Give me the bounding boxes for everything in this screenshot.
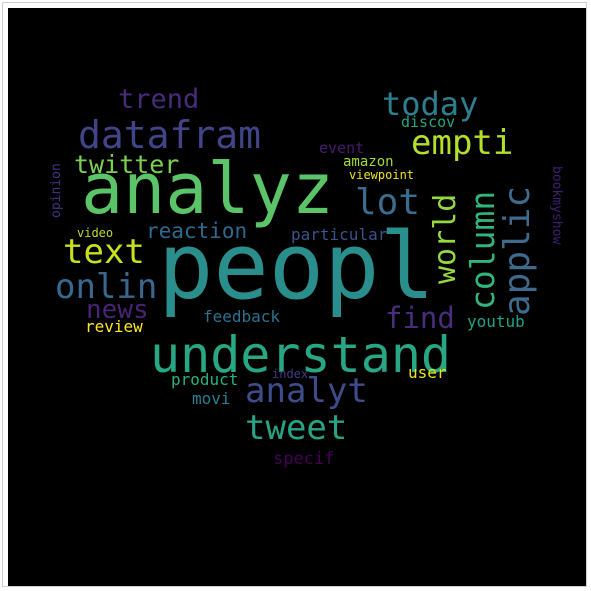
word-review: review bbox=[85, 319, 143, 335]
word-applic: applic bbox=[500, 186, 536, 316]
image-frame: peopl analyz understand datafram today e… bbox=[2, 2, 587, 587]
word-viewpoint: viewpoint bbox=[349, 169, 414, 181]
word-video: video bbox=[77, 227, 113, 239]
word-find: find bbox=[385, 304, 455, 333]
word-reaction: reaction bbox=[146, 221, 247, 242]
word-opinion: opinion bbox=[50, 163, 63, 218]
word-index: index bbox=[272, 368, 308, 380]
word-feedback: feedback bbox=[203, 309, 280, 325]
word-particular: particular bbox=[291, 227, 387, 243]
word-empti: empti bbox=[411, 126, 513, 160]
word-user: user bbox=[408, 365, 447, 381]
word-text: text bbox=[63, 235, 145, 269]
word-world: world bbox=[431, 194, 461, 284]
word-amazon: amazon bbox=[343, 155, 394, 169]
word-bookmyshow: bookmyshow bbox=[550, 166, 563, 244]
word-trend: trend bbox=[118, 86, 199, 113]
word-discov: discov bbox=[401, 115, 455, 130]
word-youtub: youtub bbox=[467, 314, 525, 330]
word-product: product bbox=[171, 372, 238, 388]
word-column: column bbox=[466, 191, 499, 310]
word-specif: specif bbox=[273, 451, 334, 468]
word-datafram: datafram bbox=[78, 116, 261, 154]
word-twitter: twitter bbox=[74, 152, 179, 177]
word-movi: movi bbox=[192, 391, 231, 407]
word-cloud: peopl analyz understand datafram today e… bbox=[8, 8, 586, 586]
word-tweet: tweet bbox=[245, 411, 347, 445]
word-lot: lot bbox=[355, 185, 420, 221]
